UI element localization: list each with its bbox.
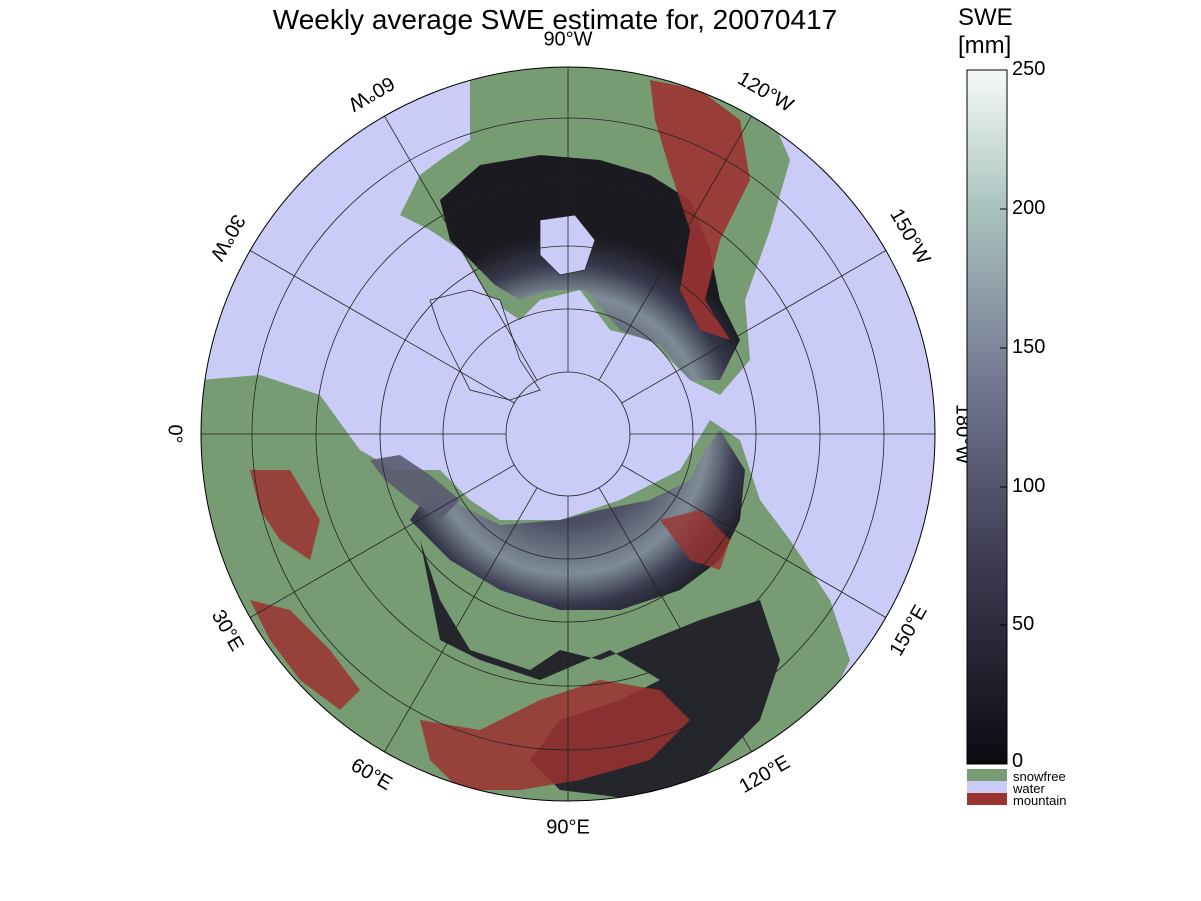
colorbar-tick-label: 100 xyxy=(1012,475,1046,497)
longitude-label: 150°W xyxy=(885,205,934,268)
longitude-label: 60°W xyxy=(344,72,398,116)
meridian-grid xyxy=(201,67,935,801)
colorbar xyxy=(966,69,1008,765)
longitude-label: 120°W xyxy=(734,68,797,117)
eurasia-swe-south xyxy=(420,540,780,800)
colorbar-title-line2: [mm] xyxy=(958,32,1012,59)
colorbar-tick-label: 0 xyxy=(1012,750,1024,772)
eurasia-swe xyxy=(410,430,745,610)
longitude-label: 30°E xyxy=(207,606,248,655)
colorbar-tick-label: 150 xyxy=(1012,336,1046,358)
colorbar-tick-label: 50 xyxy=(1012,613,1035,635)
central-asia-mountains xyxy=(420,680,690,790)
colorbar-tick-label: 250 xyxy=(1012,58,1046,80)
land-layer xyxy=(201,67,850,801)
longitude-label: 90°W xyxy=(543,28,592,50)
map-border xyxy=(200,66,936,802)
legend-label-water: water xyxy=(1013,781,1045,796)
scandinavia-swe xyxy=(370,455,460,520)
legend-label-mountain: mountain xyxy=(1013,793,1067,808)
rocky-mountains xyxy=(650,80,750,340)
alps-mountains xyxy=(250,470,320,560)
longitude-label: 60°E xyxy=(347,754,396,795)
hudson-bay-water xyxy=(539,214,596,276)
longitude-label: 150°E xyxy=(885,601,931,659)
colorbar-title-line1: SWE xyxy=(958,4,1013,31)
colorbar-ticks xyxy=(1000,69,1007,765)
east-siberia-mountains xyxy=(660,510,730,570)
greenland-land xyxy=(429,289,541,401)
meridian-line xyxy=(598,115,752,381)
meridian-line xyxy=(621,464,887,618)
longitude-label: 120°E xyxy=(735,751,793,797)
longitude-label: 30°W xyxy=(206,211,250,265)
meridian-line xyxy=(249,464,515,618)
colorbar-tick-label: 200 xyxy=(1012,197,1046,219)
japan-land xyxy=(800,600,845,690)
longitude-label: 90°E xyxy=(546,816,590,838)
legend-swatch-water xyxy=(967,781,1007,793)
meridian-line xyxy=(384,487,538,753)
map-title: Weekly average SWE estimate for, 2007041… xyxy=(272,4,838,35)
legend-label-snowfree: snowfree xyxy=(1013,769,1066,784)
meridian-line xyxy=(621,250,887,404)
longitude-label: 0° xyxy=(164,424,186,443)
caucasus-mountains xyxy=(250,600,360,710)
legend-swatch-snowfree xyxy=(967,769,1007,781)
legend-swatch-mountain xyxy=(967,793,1007,805)
north-america-swe xyxy=(440,155,740,380)
meridian-line xyxy=(384,115,538,381)
meridian-line xyxy=(249,250,515,404)
meridian-line xyxy=(598,487,752,753)
